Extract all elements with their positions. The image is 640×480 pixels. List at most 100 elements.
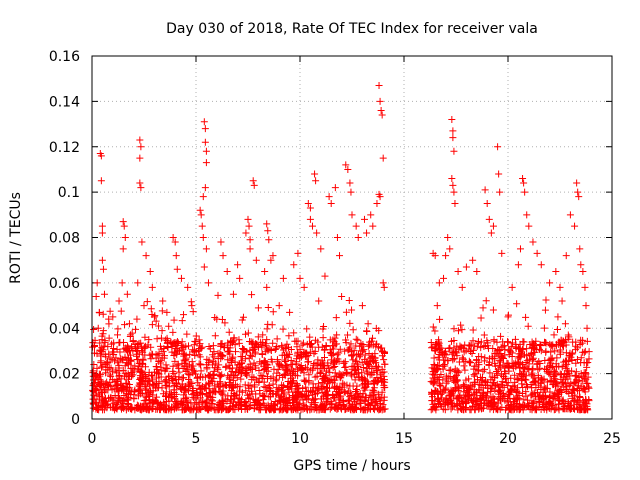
data-point [311, 170, 319, 178]
data-point [540, 405, 548, 413]
data-point [109, 368, 117, 376]
data-point [367, 211, 375, 219]
data-point [328, 350, 336, 358]
data-point [197, 367, 205, 375]
data-point [191, 337, 199, 345]
data-point [98, 222, 106, 230]
data-point [431, 327, 439, 335]
data-point [178, 338, 186, 346]
data-point [459, 382, 467, 390]
data-point [349, 382, 357, 390]
data-point [508, 349, 516, 357]
data-point [90, 326, 98, 334]
data-point [214, 349, 222, 357]
data-point [256, 387, 264, 395]
data-point [137, 184, 145, 192]
data-point [207, 393, 215, 401]
data-point [273, 343, 281, 351]
data-point [136, 405, 144, 413]
data-point [121, 234, 129, 241]
data-point [429, 323, 437, 331]
data-point [563, 383, 571, 391]
data-point [109, 313, 117, 321]
data-point [94, 324, 102, 332]
data-point [431, 252, 439, 260]
data-point [276, 361, 284, 369]
data-point [158, 307, 166, 315]
data-point [522, 313, 530, 321]
data-point [258, 343, 266, 351]
data-point [580, 359, 588, 367]
data-point [508, 283, 516, 291]
data-point [450, 387, 458, 395]
data-point [295, 391, 303, 399]
data-point [436, 315, 444, 323]
data-point [278, 392, 286, 400]
data-point [535, 381, 543, 389]
data-point [134, 356, 142, 364]
data-point [264, 375, 272, 383]
data-point [283, 362, 291, 370]
data-point [369, 378, 377, 386]
data-point [352, 335, 360, 343]
data-point [555, 338, 563, 346]
data-point [114, 331, 121, 339]
data-point [279, 325, 287, 333]
data-point [251, 399, 259, 407]
data-point [214, 291, 222, 299]
data-point [370, 387, 378, 395]
data-point [525, 222, 533, 230]
data-point [467, 341, 475, 349]
data-point [448, 116, 456, 124]
data-point [546, 371, 554, 379]
data-point [126, 405, 134, 413]
data-point [193, 374, 201, 382]
data-point [205, 385, 213, 393]
data-point [550, 392, 558, 400]
data-point [453, 368, 461, 376]
data-point [283, 402, 291, 410]
data-point [133, 350, 141, 358]
data-point [93, 392, 101, 400]
y-tick-label: 0.14 [49, 94, 80, 110]
data-point [427, 406, 435, 414]
data-point [219, 397, 227, 405]
data-point [343, 381, 351, 389]
data-point [531, 348, 539, 356]
data-point [230, 334, 238, 342]
data-point [521, 188, 529, 196]
data-point [350, 363, 358, 371]
data-point [477, 376, 485, 384]
data-point [435, 342, 443, 350]
data-point [200, 263, 208, 271]
data-point [237, 375, 245, 383]
data-point [236, 383, 244, 391]
data-point [238, 405, 246, 413]
data-point [313, 229, 321, 237]
data-point [263, 336, 271, 344]
data-point [282, 343, 290, 351]
data-point [283, 351, 291, 359]
data-point [576, 245, 584, 253]
data-point [117, 381, 125, 389]
data-point [470, 362, 478, 370]
data-point [318, 388, 326, 396]
data-point [314, 338, 322, 346]
data-point [488, 353, 496, 361]
data-point [446, 245, 454, 253]
data-point [555, 406, 563, 414]
data-point [533, 406, 541, 414]
data-point [479, 367, 487, 375]
data-point [148, 321, 156, 329]
data-point [171, 238, 179, 246]
data-point [285, 388, 293, 396]
data-point [337, 386, 345, 394]
data-point [219, 252, 227, 260]
data-point [97, 381, 105, 389]
data-point [150, 381, 158, 389]
data-point [245, 394, 253, 402]
data-point [458, 405, 466, 413]
data-point [160, 406, 168, 414]
data-point [542, 366, 550, 374]
data-point [580, 386, 588, 394]
